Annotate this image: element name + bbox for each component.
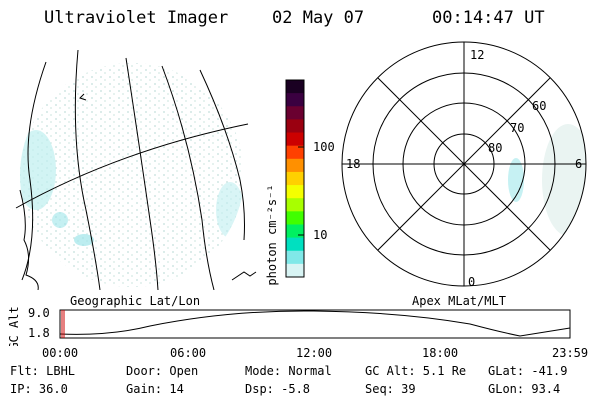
info-dsp: Dsp: -5.8 [245, 382, 311, 396]
mlat-label-70: 70 [510, 121, 524, 135]
info-flt: Flt: LBHL [10, 364, 76, 378]
xtick-1800: 18:00 [422, 346, 459, 360]
mlat-label-60: 60 [532, 99, 546, 113]
altitude-strip: GC Alt 9.0 1.8 [7, 306, 571, 346]
altitude-ytick-high: 9.0 [28, 306, 50, 320]
info-glon: GLon: 93.4 [488, 382, 561, 396]
colorbar-cell [286, 80, 304, 94]
colorbar: photon cm⁻²s⁻¹ [265, 79, 305, 286]
colorbar-cell [286, 119, 304, 134]
geo-panel-label: Geographic Lat/Lon [70, 294, 201, 308]
xtick-2359: 23:59 [552, 346, 589, 360]
colorbar-cell [286, 263, 304, 278]
polar-diagonal-2 [377, 77, 551, 251]
info-gain: Gain: 14 [126, 382, 184, 396]
colorbar-cell [286, 237, 304, 252]
colorbar-cell [286, 171, 304, 186]
colorbar-cell [286, 250, 304, 265]
polar-panel-label: Apex MLat/MLT [412, 294, 506, 308]
mlt-label-left: 18 [346, 157, 360, 171]
colorbar-frame [285, 79, 305, 278]
info-gcalt: GC Alt: 5.1 Re [365, 364, 467, 378]
polar-plot: 12 0 18 6 60 70 80 [341, 41, 587, 289]
colorbar-cell [286, 106, 304, 120]
date-label: 02 May 07 [272, 8, 365, 28]
colorbar-cell [286, 211, 304, 225]
colorbar-unit-label: photon cm⁻²s⁻¹ [265, 184, 279, 285]
time-label: 00:14:47 UT [432, 8, 545, 28]
colorbar-cell [286, 158, 304, 173]
coastline [19, 93, 257, 290]
mlt-label-bottom: 0 [468, 275, 475, 289]
colorbar-label-10: 10 [313, 228, 328, 242]
colorbar-cell [286, 93, 304, 107]
xtick-0600: 06:00 [170, 346, 207, 360]
altitude-frame [59, 309, 571, 339]
colorbar-cell [286, 224, 304, 239]
mlat-label-80: 80 [488, 141, 502, 155]
graticule [15, 49, 249, 290]
geographic-image [15, 49, 257, 290]
mlt-label-top: 12 [470, 48, 484, 62]
altitude-ylabel: GC Alt [7, 306, 21, 346]
colorbar-cell [286, 198, 304, 212]
info-mode: Mode: Normal [245, 364, 332, 378]
info-ip: IP: 36.0 [10, 382, 68, 396]
colorbar-cell [286, 185, 304, 199]
xtick-1200: 12:00 [296, 346, 333, 360]
xtick-0000: 00:00 [42, 346, 79, 360]
colorbar-label-100: 100 [313, 140, 335, 154]
instrument-title: Ultraviolet Imager [44, 8, 229, 28]
mlt-label-right: 6 [575, 157, 582, 171]
altitude-ytick-low: 1.8 [28, 326, 50, 340]
colorbar-cells [286, 80, 304, 278]
info-glat: GLat: -41.9 [488, 364, 568, 378]
info-door: Door: Open [126, 364, 199, 378]
colorbar-cell [286, 145, 304, 160]
altitude-curve [59, 310, 571, 337]
earth-disk [20, 63, 244, 287]
info-seq: Seq: 39 [365, 382, 416, 396]
cyan-emission [20, 130, 244, 246]
colorbar-cell [286, 132, 304, 147]
